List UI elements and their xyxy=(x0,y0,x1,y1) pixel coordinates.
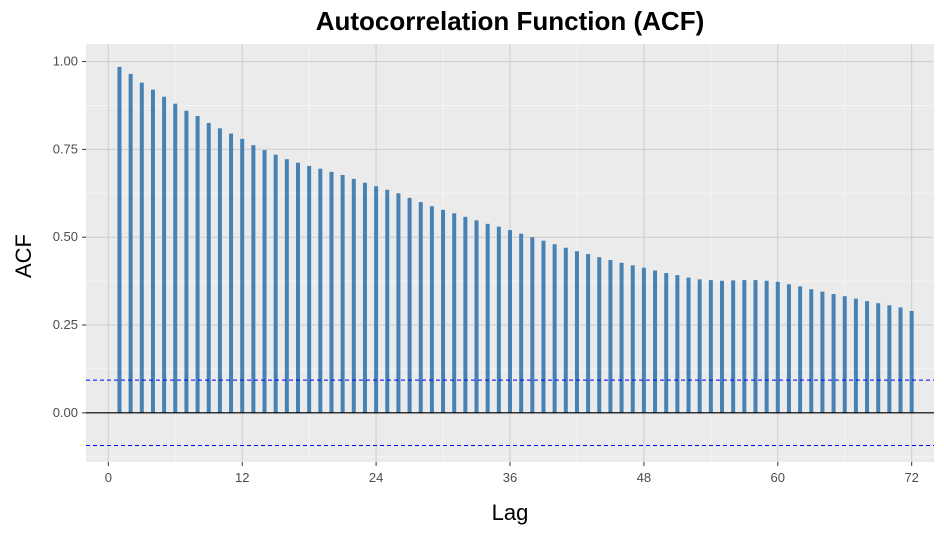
acf-bar xyxy=(552,244,557,413)
acf-bar xyxy=(162,96,167,413)
acf-bar xyxy=(139,82,144,413)
acf-bar xyxy=(608,260,613,413)
acf-bar xyxy=(798,286,803,413)
acf-bar xyxy=(407,197,412,413)
acf-bar xyxy=(686,277,691,413)
acf-bar xyxy=(775,281,780,413)
acf-bar xyxy=(530,237,535,413)
acf-bar xyxy=(229,133,234,413)
acf-bar xyxy=(184,110,189,413)
acf-bar xyxy=(820,291,825,413)
acf-bar xyxy=(351,178,356,413)
acf-bar xyxy=(307,165,312,413)
acf-bar xyxy=(262,150,267,413)
acf-bar xyxy=(597,257,602,413)
acf-bar xyxy=(574,251,579,413)
y-tick-label: 0.00 xyxy=(53,405,78,420)
acf-bar xyxy=(541,240,546,413)
acf-bar xyxy=(173,103,178,413)
acf-bar xyxy=(452,213,457,413)
acf-bar xyxy=(385,189,390,413)
acf-bar xyxy=(150,89,155,413)
acf-bar xyxy=(117,66,122,413)
acf-bar xyxy=(697,279,702,413)
acf-bar xyxy=(586,254,591,413)
acf-bar xyxy=(340,175,345,413)
chart-title: Autocorrelation Function (ACF) xyxy=(315,6,705,36)
axis-ticks: 0 12 24 36 48 60 72 0.00 0.25 0.50 0.75 1.00 xyxy=(53,54,919,485)
x-tick-label: 12 xyxy=(235,470,249,485)
acf-bar xyxy=(742,280,747,413)
acf-bar xyxy=(708,280,713,413)
acf-bar xyxy=(909,310,914,413)
acf-bar xyxy=(865,301,870,413)
acf-bar xyxy=(898,307,903,413)
acf-bar xyxy=(786,284,791,413)
acf-bar xyxy=(753,280,758,413)
reference-lines xyxy=(86,379,934,446)
y-tick-label: 0.50 xyxy=(53,229,78,244)
y-tick-label: 0.25 xyxy=(53,317,78,332)
acf-bar xyxy=(764,280,769,413)
acf-bar xyxy=(418,202,423,413)
acf-bar xyxy=(675,275,680,413)
acf-bars xyxy=(117,66,914,413)
acf-bar xyxy=(664,273,669,413)
acf-bar xyxy=(630,265,635,413)
y-tick-label: 1.00 xyxy=(53,54,78,69)
acf-bar xyxy=(653,270,658,413)
acf-bar xyxy=(296,162,300,413)
acf-bar xyxy=(128,73,133,413)
acf-bar xyxy=(441,209,446,413)
acf-bar xyxy=(429,206,434,413)
acf-bar xyxy=(853,298,858,413)
x-tick-label: 24 xyxy=(369,470,383,485)
acf-bar xyxy=(485,223,490,413)
acf-bar xyxy=(318,168,323,413)
acf-bar xyxy=(273,154,278,413)
acf-bar xyxy=(731,280,736,413)
acf-bar xyxy=(374,186,379,413)
acf-bar xyxy=(842,296,847,413)
acf-bar xyxy=(217,128,222,413)
acf-bar xyxy=(619,262,624,413)
x-tick-label: 72 xyxy=(904,470,918,485)
x-tick-label: 48 xyxy=(637,470,651,485)
acf-bar xyxy=(720,280,724,413)
x-tick-label: 36 xyxy=(503,470,517,485)
acf-bar xyxy=(240,138,245,413)
x-tick-label: 60 xyxy=(771,470,785,485)
acf-bar xyxy=(206,123,211,413)
acf-bar xyxy=(284,159,289,413)
acf-bar xyxy=(809,289,814,413)
acf-bar xyxy=(496,226,501,413)
acf-bar xyxy=(519,233,524,413)
acf-bar xyxy=(195,116,200,413)
acf-bar xyxy=(329,171,334,413)
acf-bar xyxy=(463,216,468,413)
acf-bar xyxy=(396,193,401,413)
x-axis-title: Lag xyxy=(491,500,529,525)
acf-bar xyxy=(251,145,256,413)
acf-bar xyxy=(876,303,881,413)
acf-bar xyxy=(508,230,512,413)
acf-bar xyxy=(831,294,836,413)
y-tick-label: 0.75 xyxy=(53,141,78,156)
acf-bar xyxy=(474,220,479,413)
acf-bar xyxy=(563,247,568,413)
acf-bar xyxy=(362,182,367,413)
x-tick-label: 0 xyxy=(105,470,112,485)
acf-bar xyxy=(887,305,892,413)
acf-bar xyxy=(641,267,646,413)
